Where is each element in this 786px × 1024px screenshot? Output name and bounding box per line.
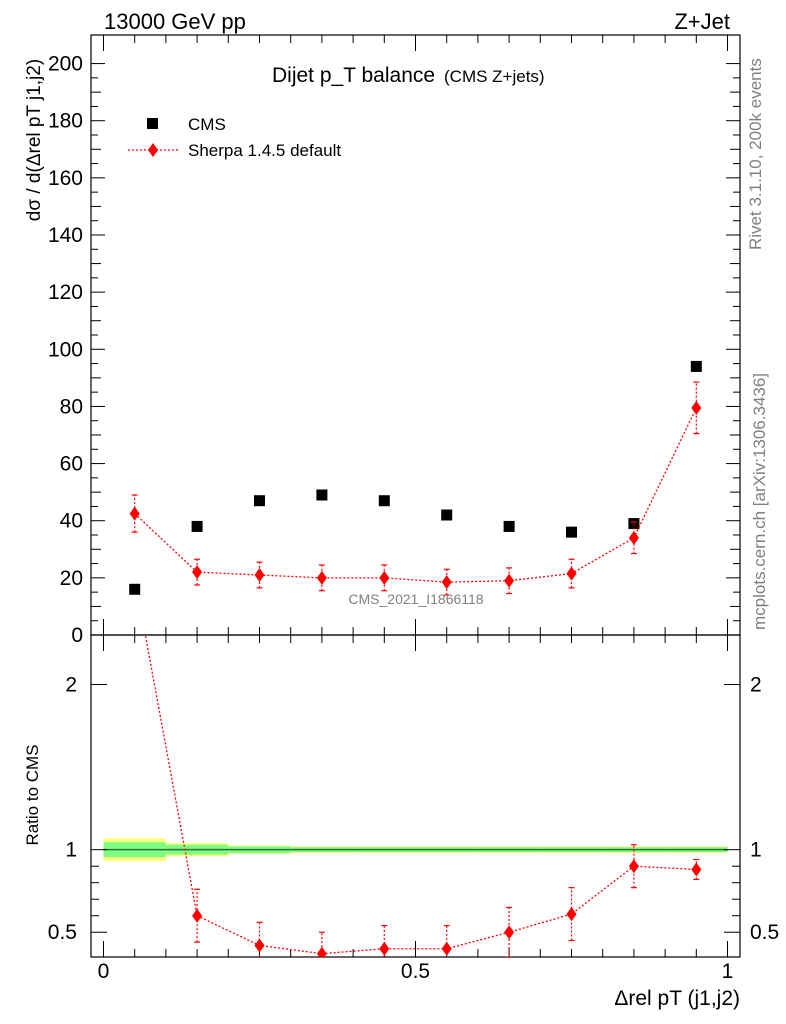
sherpa-point [441,575,452,590]
ratio-point [316,946,327,957]
sherpa-point [316,570,327,585]
cms-point [191,520,203,532]
legend: CMS Sherpa 1.4.5 default [128,115,341,160]
y-axis-title: dσ / d(Δrel pT j1,j2) [24,59,45,221]
y-tick-label: 20 [60,567,83,590]
ratio-reference-band [103,838,728,862]
ratio-y-tick-label-right: 2 [750,674,762,697]
plot-title: Dijet p_T balance (CMS Z+jets) [272,64,545,87]
plot-subtitle-text: (CMS Z+jets) [444,67,545,86]
ratio-y-tick-label: 2 [65,674,77,697]
y-axis-title-text: dσ / d(Δrel pT j1,j2) [24,59,45,221]
legend-sherpa-label: Sherpa 1.4.5 default [188,141,341,160]
ratio-y-tick-label-right: 1 [750,839,762,862]
ratio-point [130,570,140,584]
sherpa-point [504,573,515,588]
cms-point [316,489,328,501]
ratio-point [379,941,390,956]
legend-sherpa-marker [148,143,158,157]
ratio-y-axis-title-text: Ratio to CMS [23,744,42,845]
y-tick-label: 40 [60,510,83,533]
mcplots-label: mcplots.cern.ch [arXiv:1306.3436] [750,373,769,630]
ratio-y-tick-label: 1 [65,839,77,862]
sherpa-point [628,530,639,545]
y-tick-label: 80 [60,395,83,418]
sherpa-point [254,568,265,582]
ratio-point [254,938,265,953]
y-tick-label: 160 [48,167,83,190]
cms-point [253,495,265,507]
ratio-point [691,862,702,877]
y-tick-label: 100 [48,338,83,361]
ratio-y-tick-label-right: 0.5 [750,921,779,944]
plot-title-text: Dijet p_T balance [272,64,435,87]
y-tick-label: 120 [48,281,83,304]
sherpa-point [691,400,702,415]
process-label: Z+Jet [674,9,730,34]
cms-point [441,509,453,521]
y-tick-label: 180 [48,110,83,133]
main-panel-ticks: 0 20 40 60 80 100 120 140 160 180 200 [48,35,740,647]
rivet-label: Rivet 3.1.10, 200k events [746,58,765,250]
cms-point [566,526,578,538]
ratio-point [504,925,515,940]
ratio-panel-ticks: 0.5 0.5 1 1 2 2 0 0.5 1 [48,635,779,983]
ratio-panel-frame [90,634,741,958]
main-panel-marks [129,360,702,596]
ratio-clip-group [130,570,702,957]
ratio-y-tick-label: 0.5 [48,921,77,944]
ratio-point [628,859,639,874]
sherpa-point [566,566,577,581]
x-tick-label: 0.5 [401,960,430,983]
y-tick-label: 60 [60,453,83,476]
cms-point [129,583,141,595]
ratio-panel: 0.5 0.51 12 20 0.5 1 [48,570,779,983]
ratio-panel-marks [130,570,702,957]
cms-point [503,520,515,532]
sherpa-point [129,506,140,521]
x-axis-title: Δrel pT (j1,j2) [614,987,740,1010]
watermark: CMS_2021_I1866118 [348,591,483,607]
y-tick-label: 140 [48,224,83,247]
x-tick-label: 0 [98,960,110,983]
energy-label: 13000 GeV pp [104,9,246,34]
cms-point [690,360,702,372]
y-tick-label: 0 [71,624,83,647]
x-tick-label: 1 [722,960,734,983]
sherpa-point [379,570,390,585]
ratio-point [566,907,577,922]
ratio-point [192,908,203,923]
ratio-y-axis-title: Ratio to CMS [23,744,42,845]
main-panel: 0 20 40 60 80 100 120 140 160 180 200 [48,34,741,647]
cms-point [378,495,390,507]
ratio-point [441,941,452,956]
legend-cms-marker [147,118,158,129]
y-tick-label: 200 [48,53,83,76]
sherpa-line [134,407,697,583]
legend-cms-label: CMS [188,115,226,134]
sherpa-point [192,565,203,580]
